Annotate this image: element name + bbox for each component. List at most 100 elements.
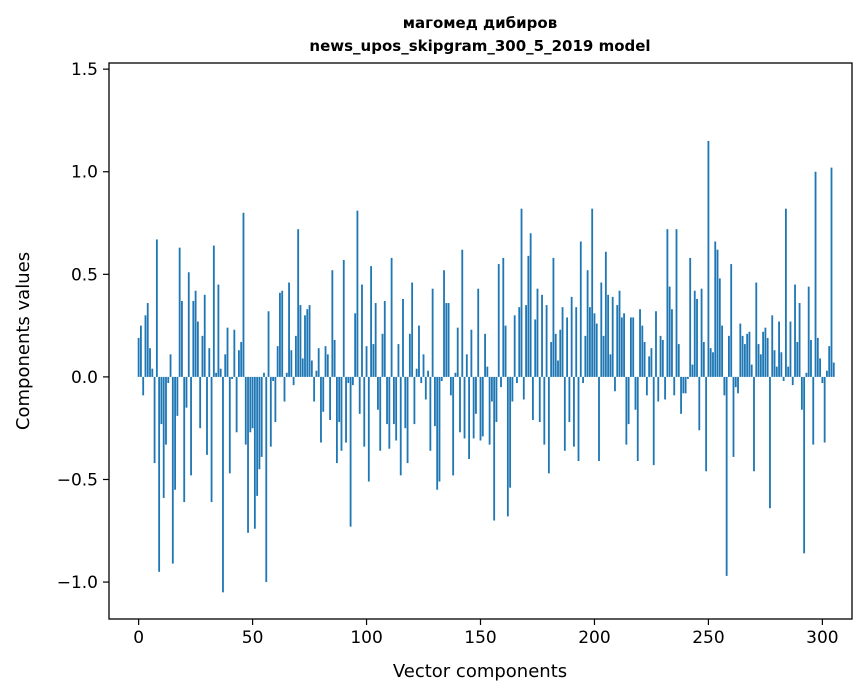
bar-component-294	[807, 286, 810, 377]
bar-component-206	[607, 294, 610, 377]
bar-component-25	[194, 290, 197, 377]
bar-component-283	[782, 376, 785, 381]
bar-component-55	[263, 372, 265, 377]
x-axis-ticks: 0 50 100 150 200 250 300	[133, 619, 839, 648]
bar-component-231	[664, 376, 667, 400]
bar-component-280	[775, 366, 778, 377]
bar-component-84	[329, 376, 331, 420]
bar-component-33	[212, 245, 215, 377]
bar-component-122	[415, 368, 418, 377]
bar-component-69	[294, 335, 297, 377]
y-tick-label: 1.0	[71, 163, 98, 183]
bar-component-164	[511, 376, 514, 402]
bar-component-288	[794, 284, 796, 377]
bar-component-299	[819, 358, 821, 377]
bar-component-262	[734, 376, 737, 388]
bar-component-152	[484, 333, 486, 377]
bar-component-245	[696, 298, 698, 377]
bar-component-32	[210, 376, 213, 503]
bar-component-83	[326, 354, 329, 377]
bar-component-277	[769, 376, 771, 509]
bar-component-222	[643, 342, 646, 377]
bar-component-78	[315, 370, 318, 377]
bar-component-114	[397, 344, 400, 377]
bar-component-202	[598, 376, 600, 462]
bar-component-248	[702, 342, 705, 377]
bar-component-292	[803, 376, 806, 554]
bar-component-74	[306, 309, 309, 377]
bar-component-162	[506, 376, 509, 517]
bar-component-115	[399, 376, 402, 476]
bar-component-139	[454, 372, 457, 377]
bar-component-235	[673, 376, 676, 396]
bar-component-242	[689, 257, 692, 377]
bar-component-39	[226, 327, 229, 377]
bar-component-214	[625, 376, 628, 445]
bar-component-128	[429, 376, 432, 451]
bar-component-95	[354, 313, 357, 377]
bar-component-54	[260, 376, 263, 457]
bar-component-212	[620, 317, 623, 377]
bar-component-291	[800, 376, 803, 410]
bar-component-131	[436, 376, 439, 490]
bar-component-62	[279, 292, 281, 377]
bar-component-81	[322, 376, 325, 412]
bar-component-18	[178, 247, 181, 377]
bars-group	[137, 140, 835, 593]
x-tick-label: 50	[242, 628, 264, 648]
bar-component-167	[518, 307, 521, 377]
bar-component-266	[743, 344, 746, 377]
bar-component-40	[228, 376, 231, 474]
bar-component-267	[746, 333, 749, 377]
bar-component-48	[247, 376, 249, 533]
bar-component-239	[682, 376, 685, 394]
bar-component-42	[233, 329, 236, 377]
bar-component-295	[810, 339, 812, 377]
bar-component-279	[773, 350, 776, 377]
bar-component-50	[251, 376, 254, 429]
bar-component-183	[554, 333, 557, 377]
bar-component-70	[297, 229, 300, 377]
bar-component-180	[547, 376, 550, 474]
bar-component-132	[438, 376, 441, 482]
bar-component-251	[709, 348, 712, 377]
bar-component-170	[525, 305, 527, 377]
bar-component-63	[281, 290, 284, 377]
bar-component-215	[627, 376, 630, 425]
bar-component-43	[235, 376, 238, 433]
bar-component-261	[732, 376, 735, 457]
bar-component-36	[219, 368, 222, 377]
bar-component-149	[477, 288, 480, 377]
bar-component-257	[723, 376, 726, 396]
bar-component-120	[411, 282, 414, 377]
x-tick-label: 250	[692, 628, 724, 648]
bar-component-15	[171, 376, 174, 564]
bar-component-110	[388, 376, 391, 449]
bar-component-252	[712, 352, 714, 377]
bar-component-193	[577, 376, 580, 462]
x-axis-label: Vector components	[393, 661, 567, 682]
bar-component-143	[463, 376, 466, 439]
bar-component-204	[602, 335, 605, 377]
bar-component-158	[497, 264, 500, 377]
y-tick-label: 1.5	[71, 60, 98, 80]
x-tick-label: 100	[350, 628, 382, 648]
bar-component-201	[595, 323, 598, 377]
bar-component-60	[274, 376, 277, 423]
bar-component-26	[196, 321, 199, 377]
bar-component-166	[516, 376, 518, 384]
bar-component-103	[372, 344, 375, 377]
bar-component-246	[698, 376, 701, 431]
bar-component-126	[424, 376, 427, 400]
bar-component-46	[242, 212, 245, 377]
bar-component-17	[176, 376, 179, 416]
bar-component-12	[165, 376, 167, 445]
y-tick-label: −1.0	[57, 573, 98, 593]
bar-component-302	[826, 370, 828, 377]
bar-component-104	[374, 303, 377, 377]
bar-component-173	[532, 376, 534, 420]
bar-component-221	[641, 325, 644, 377]
bar-component-138	[452, 376, 455, 476]
bar-component-224	[648, 356, 651, 377]
bar-component-124	[420, 376, 423, 384]
